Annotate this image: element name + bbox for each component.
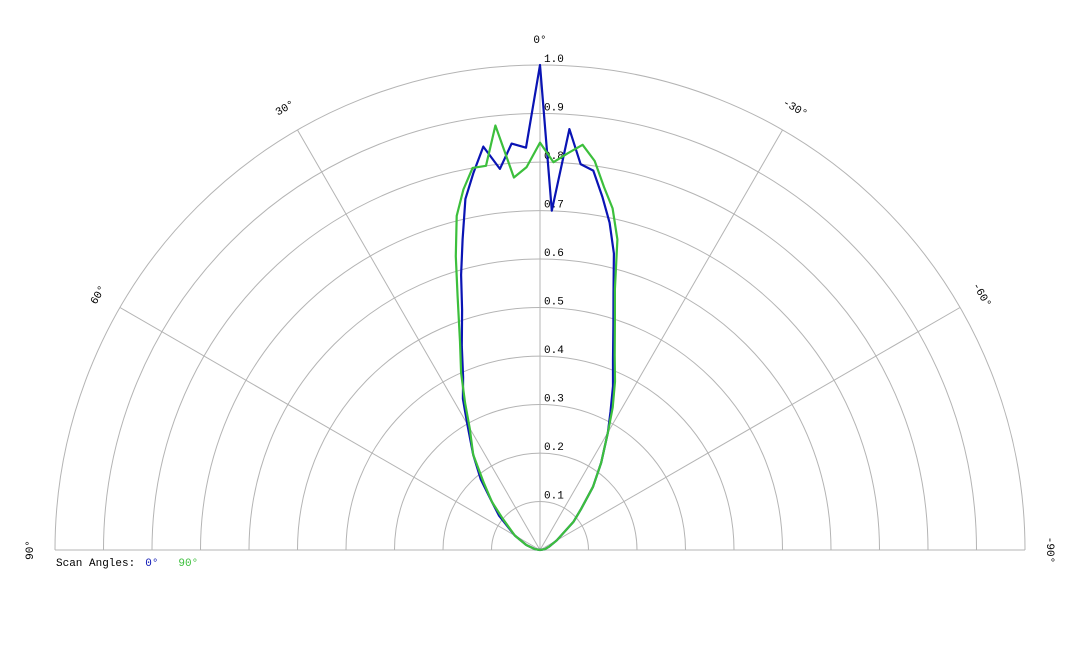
r-tick-label: 0.2 [544, 442, 564, 454]
angle-label: 30° [274, 99, 297, 119]
series-line [454, 124, 619, 552]
angle-label: -60° [969, 281, 993, 310]
grid-spoke [539, 307, 961, 551]
r-tick-label: 0.3 [544, 393, 564, 405]
r-tick-label: 0.4 [544, 345, 564, 357]
angle-label: 90° [25, 540, 37, 560]
grid-spoke [539, 129, 783, 551]
r-tick-label: 0.9 [544, 102, 564, 114]
angle-label: -30° [780, 97, 809, 121]
angle-label: 60° [89, 284, 109, 307]
angle-label: 0° [533, 35, 546, 47]
legend-title: Scan Angles: [56, 558, 135, 570]
r-tick-label: 1.0 [544, 54, 564, 66]
grid-spoke [297, 129, 541, 551]
legend-entry: 90° [178, 558, 198, 570]
r-tick-label: 0.6 [544, 248, 564, 260]
grid-spoke [119, 307, 541, 551]
angle-label: -90° [1043, 537, 1055, 563]
r-tick-label: 0.5 [544, 296, 564, 308]
r-tick-label: 0.1 [544, 490, 564, 502]
legend-entry: 0° [145, 558, 158, 570]
